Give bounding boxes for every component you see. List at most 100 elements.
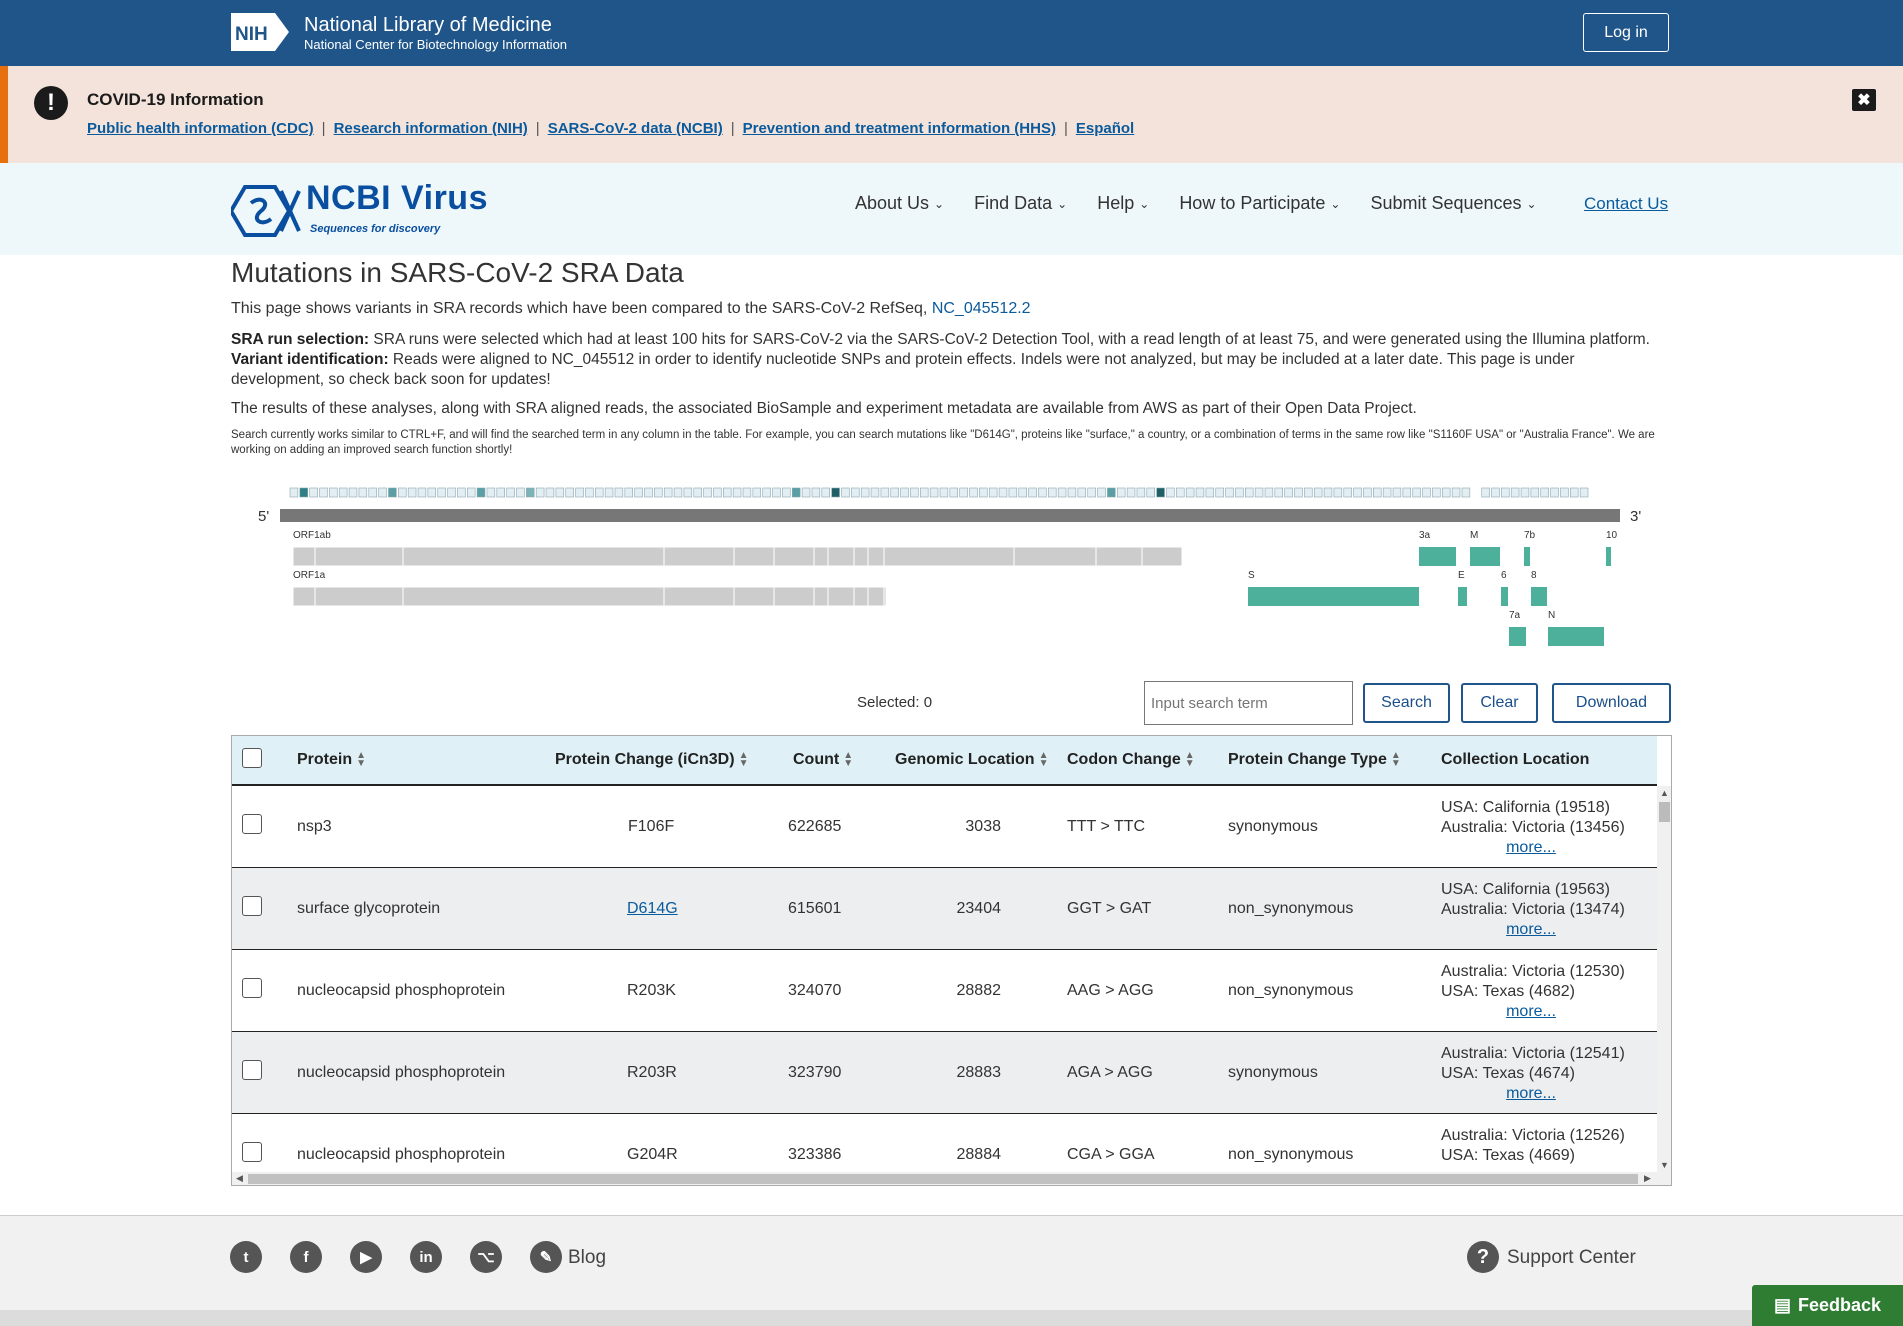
more-link[interactable]: more... [1506,1085,1556,1102]
header-protein[interactable]: Protein ▲ ▼ [297,751,366,769]
mutation-bin[interactable] [910,487,919,498]
mutation-bin[interactable] [417,487,427,498]
covid-link-espanol[interactable]: Español [1075,120,1135,137]
mutation-bin[interactable] [447,487,456,498]
youtube-icon[interactable]: ▶ [350,1241,382,1273]
mutation-bin[interactable] [476,487,486,498]
mutation-bin[interactable] [1491,487,1500,498]
mutation-bin[interactable] [545,487,555,498]
mutation-bin[interactable] [870,487,880,498]
table-row[interactable]: nsp3 F106F 622685 3038 TTT > TTC synonym… [232,786,1657,868]
mutation-bin[interactable] [959,487,968,498]
covid-link-hhs[interactable]: Prevention and treatment information (HH… [742,120,1056,137]
mutation-bin[interactable] [378,487,387,498]
mutation-bin[interactable] [1441,487,1451,498]
mutation-bin[interactable] [1097,487,1106,498]
mutation-bin[interactable] [1323,487,1333,498]
header-protein-change[interactable]: Protein Change (iCn3D) ▲ ▼ [555,751,748,769]
mutation-bin[interactable] [338,487,348,498]
header-genomic-location[interactable]: Genomic Location ▲ ▼ [895,751,1048,769]
covid-link-nih[interactable]: Research information (NIH) [333,120,528,137]
ncbi-virus-logo-text[interactable]: NCBI Virus [306,179,488,217]
mutation-bin[interactable] [663,487,673,498]
table-row[interactable]: nucleocapsid phosphoprotein R203K 324070… [232,950,1657,1032]
scroll-right-icon[interactable]: ▶ [1644,1173,1651,1183]
row-checkbox[interactable] [242,1060,262,1080]
table-row[interactable]: nucleocapsid phosphoprotein G204R 323386… [232,1114,1657,1185]
gene-7b[interactable] [1524,547,1530,566]
nav-how-to-participate[interactable]: How to Participate ⌄ [1179,193,1340,214]
mutation-bin[interactable] [585,487,594,498]
gene-7a[interactable] [1509,627,1526,646]
mutation-bin[interactable] [329,487,338,498]
mutation-bin[interactable] [1195,487,1205,498]
gene-s[interactable] [1248,587,1419,606]
mutation-bin[interactable] [289,487,299,498]
gene-m[interactable] [1470,547,1500,566]
mutation-bin[interactable] [1412,487,1421,498]
mutation-bin[interactable] [673,487,683,498]
mutation-bin[interactable] [831,487,840,498]
gene-e[interactable] [1458,587,1467,606]
mutation-bin[interactable] [811,487,821,498]
mutation-bin[interactable] [1392,487,1402,498]
mutation-bin[interactable] [1461,487,1471,498]
covid-link-cdc[interactable]: Public health information (CDC) [87,120,314,137]
scroll-up-icon[interactable]: ▲ [1660,788,1669,798]
mutation-bin[interactable] [437,487,446,498]
mutation-bin[interactable] [979,487,988,498]
gene-3a[interactable] [1419,547,1456,566]
mutation-bin[interactable] [1126,487,1136,498]
mutation-bin[interactable] [1363,487,1372,498]
mutation-bin[interactable] [1510,487,1520,498]
mutation-bin[interactable] [1156,487,1165,498]
horizontal-scrollbar[interactable]: ◀ ▶ [232,1172,1671,1185]
mutation-bin[interactable] [1382,487,1392,498]
mutation-bin[interactable] [634,487,643,498]
mutation-bin[interactable] [516,487,525,498]
mutation-bin[interactable] [1136,487,1146,498]
mutation-bin[interactable] [939,487,949,498]
mutation-bin[interactable] [1579,487,1589,498]
header-count[interactable]: Count ▲ ▼ [793,751,853,769]
nav-submit-sequences[interactable]: Submit Sequences ⌄ [1370,193,1536,214]
mutation-bin[interactable] [1373,487,1382,498]
mutation-bin[interactable] [890,487,899,498]
mutation-bin[interactable] [880,487,890,498]
mutation-bin[interactable] [1333,487,1343,498]
mutation-bin[interactable] [801,487,811,498]
header-protein-change-type[interactable]: Protein Change Type ▲ ▼ [1228,751,1401,769]
mutation-bin[interactable] [368,487,377,498]
mutation-bin[interactable] [407,487,417,498]
mutation-bin[interactable] [791,487,801,498]
mutation-bin[interactable] [1520,487,1530,498]
mutation-bin[interactable] [1284,487,1293,498]
gene-8[interactable] [1531,587,1547,606]
mutation-bin[interactable] [1225,487,1234,498]
mutation-bin[interactable] [988,487,998,498]
mutation-bin[interactable] [821,487,830,498]
mutation-bin[interactable] [624,487,633,498]
support-center-link[interactable]: Support Center [1507,1247,1636,1268]
mutation-bin[interactable] [348,487,358,498]
mutation-bin[interactable] [762,487,771,498]
mutation-bin[interactable] [752,487,762,498]
gene-n[interactable] [1548,627,1604,646]
mutation-bin[interactable] [319,487,328,498]
mutation-bin[interactable] [920,487,929,498]
nlm-title[interactable]: National Library of Medicine [304,14,552,36]
mutation-bin[interactable] [1038,487,1047,498]
row-checkbox[interactable] [242,1142,262,1162]
mutation-bin[interactable] [1501,487,1510,498]
mutation-bin[interactable] [526,487,535,498]
mutation-bin[interactable] [388,487,397,498]
mutation-bin[interactable] [1422,487,1431,498]
mutation-bin[interactable] [1294,487,1303,498]
linkedin-icon[interactable]: in [410,1241,442,1273]
mutation-bin[interactable] [614,487,624,498]
nav-find-data[interactable]: Find Data ⌄ [974,193,1067,214]
gene-6[interactable] [1501,587,1508,606]
mutation-bin[interactable] [1313,487,1323,498]
mutation-bin[interactable] [851,487,860,498]
mutation-bin[interactable] [998,487,1008,498]
